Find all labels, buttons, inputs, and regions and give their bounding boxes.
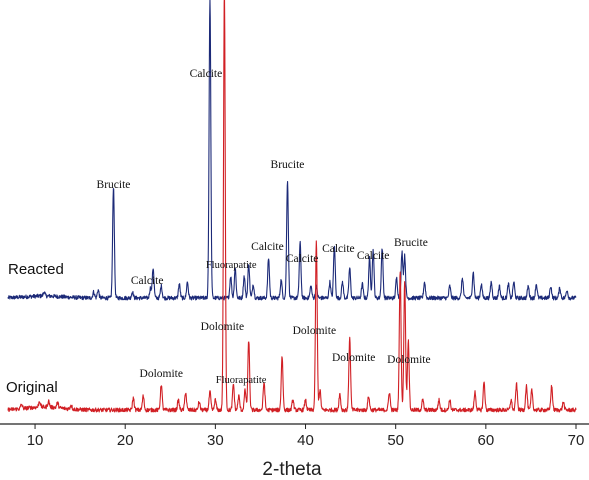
peak-annotation-dolomite: Dolomite — [140, 368, 183, 380]
peak-annotation-dolomite: Dolomite — [201, 321, 244, 333]
x-tick-label: 50 — [387, 432, 404, 449]
series-label-reacted: Reacted — [8, 261, 64, 278]
x-tick-label: 40 — [297, 432, 314, 449]
peak-annotation-dolomite: Dolomite — [293, 325, 336, 337]
peak-annotation-fluorapatite: Fluorapatite — [206, 260, 257, 271]
peak-annotation-calcite: Calcite — [357, 250, 390, 262]
peak-annotation-dolomite: Dolomite — [332, 352, 375, 364]
x-axis-ticks: 10 20 30 40 50 60 70 — [27, 424, 585, 449]
series-line-original — [7, 0, 577, 413]
x-axis-label: 2-theta — [262, 459, 322, 480]
peak-annotation-brucite: Brucite — [97, 179, 131, 191]
peak-annotation-calcite: Calcite — [131, 275, 164, 287]
series-line-reacted — [7, 0, 577, 301]
peak-annotation-brucite: Brucite — [271, 159, 305, 171]
peak-annotation-calcite: Calcite — [190, 68, 223, 80]
x-tick-label: 30 — [207, 432, 224, 449]
peak-annotation-dolomite: Dolomite — [387, 354, 430, 366]
peak-annotation-calcite: Calcite — [286, 253, 319, 265]
x-tick-label: 20 — [117, 432, 134, 449]
peak-annotation-fluorapatite: Fluorapatite — [216, 375, 267, 386]
annotation-layer: BruciteCalciteCalciteFluorapatiteBrucite… — [97, 68, 431, 386]
x-tick-label: 10 — [27, 432, 44, 449]
x-tick-label: 60 — [477, 432, 494, 449]
peak-annotation-brucite: Brucite — [394, 237, 428, 249]
peak-annotation-calcite: Calcite — [322, 243, 355, 255]
x-tick-label: 70 — [568, 432, 585, 449]
peak-annotation-calcite: Calcite — [251, 241, 284, 253]
series-layer — [7, 0, 577, 413]
series-label-original: Original — [6, 379, 58, 396]
